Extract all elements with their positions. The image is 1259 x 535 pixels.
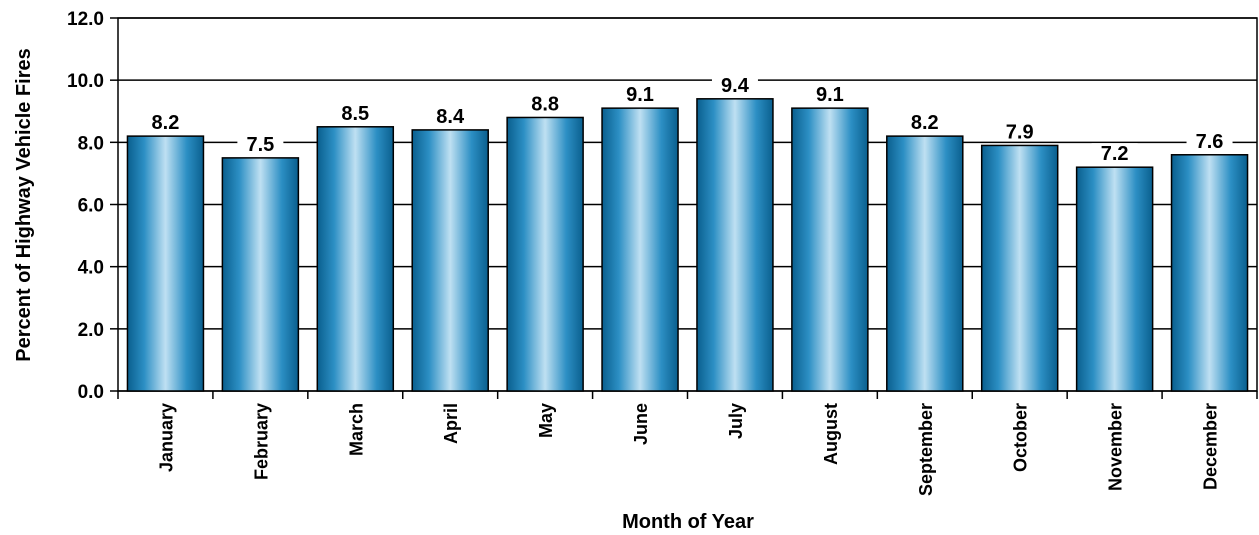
- x-tick-label: August: [821, 403, 841, 465]
- data-label-bg: [1186, 130, 1233, 151]
- bar-july: [696, 98, 774, 392]
- bar-november: [1075, 166, 1154, 392]
- y-tick-label: 0.0: [78, 382, 104, 403]
- data-label: 8.5: [341, 103, 369, 125]
- data-label: 8.2: [152, 112, 180, 134]
- data-label-bg: [142, 112, 189, 133]
- bar-august: [791, 107, 869, 392]
- data-label: 7.2: [1101, 143, 1129, 165]
- data-label-bg: [901, 112, 948, 133]
- x-axis-ticks: [117, 391, 1258, 399]
- x-tick-label: May: [536, 403, 556, 438]
- y-axis-title: Percent of Highway Vehicle Fires: [13, 48, 35, 361]
- y-tick-label: 2.0: [78, 320, 104, 341]
- x-tick-label: April: [441, 403, 461, 444]
- x-tick-label: March: [346, 403, 366, 456]
- bar-april: [411, 129, 489, 392]
- data-label-bg: [1091, 143, 1138, 164]
- data-label-bg: [806, 84, 853, 105]
- data-label: 8.4: [436, 106, 465, 128]
- bar-february: [221, 157, 300, 392]
- x-tick-label: February: [251, 403, 271, 480]
- bar-september: [886, 135, 964, 392]
- x-tick-label: September: [916, 403, 936, 496]
- bar-may: [506, 116, 584, 392]
- x-tick-label: July: [726, 403, 746, 439]
- x-tick-label: January: [156, 403, 176, 472]
- data-label-bg: [237, 133, 284, 154]
- data-label-bg: [996, 121, 1043, 142]
- data-label-bg: [711, 74, 758, 95]
- y-tick-label: 12.0: [67, 9, 104, 30]
- data-label: 8.2: [911, 112, 939, 134]
- x-tick-label: October: [1011, 403, 1031, 472]
- x-tick-label: December: [1201, 403, 1221, 490]
- bar-october: [980, 144, 1059, 392]
- x-tick-label: November: [1106, 403, 1126, 491]
- y-tick-label: 10.0: [67, 71, 104, 92]
- y-tick-label: 4.0: [78, 258, 104, 279]
- bar-december: [1170, 154, 1249, 392]
- data-label: 7.5: [246, 134, 274, 156]
- y-tick-label: 6.0: [78, 196, 104, 217]
- bar-march: [316, 126, 395, 392]
- y-tick-label: 8.0: [78, 133, 104, 154]
- data-label: 7.6: [1196, 131, 1224, 153]
- data-label: 9.1: [816, 84, 844, 106]
- data-label-bg: [522, 93, 569, 114]
- bar-june: [601, 107, 679, 392]
- data-label: 8.8: [531, 93, 559, 115]
- data-label-bg: [617, 84, 664, 105]
- data-label: 9.1: [626, 84, 654, 106]
- data-label-bg: [427, 105, 474, 126]
- data-labels: 8.2 7.5 8.5 8.4 8.8 9.1 9.4 9.1 8.2 7.9 7.2 7.6: [142, 74, 1233, 165]
- x-tick-label: June: [631, 403, 651, 445]
- bar-january: [126, 135, 205, 392]
- data-label: 7.9: [1006, 121, 1034, 143]
- x-axis-title: Month of Year: [622, 511, 754, 533]
- bars: [126, 98, 1249, 392]
- y-axis-tick-labels: 0.0 2.0 4.0 6.0 8.0 10.0 12.0: [67, 9, 104, 403]
- data-label: 9.4: [721, 75, 750, 97]
- data-label-bg: [332, 102, 379, 123]
- x-axis-tick-labels: January February March April May June July Augu…: [156, 403, 1220, 496]
